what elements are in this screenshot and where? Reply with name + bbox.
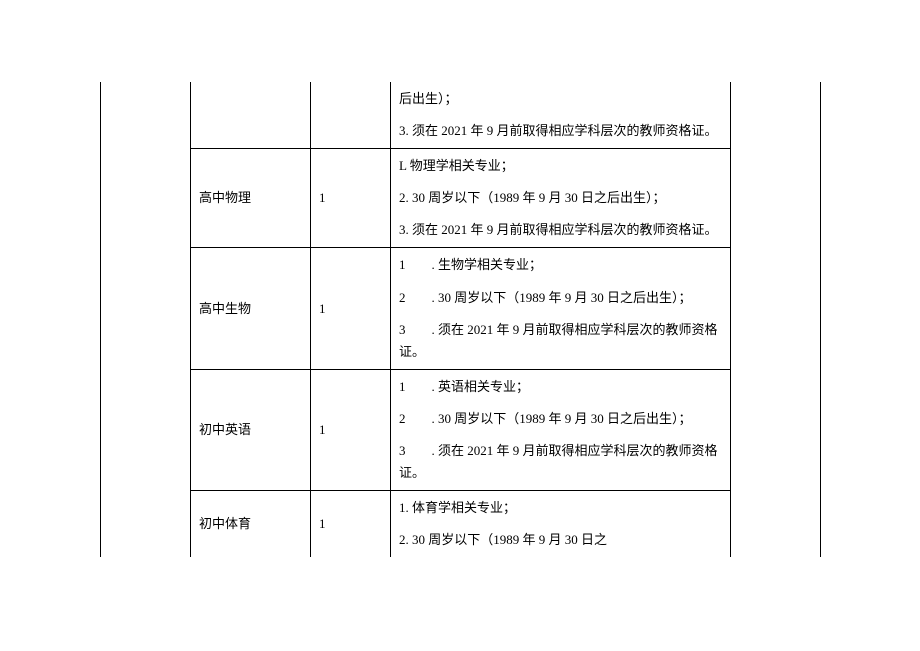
requirement-line: 3 . 须在 2021 年 9 月前取得相应学科层次的教师资格证。 [399,440,722,484]
cell-note [731,82,821,557]
table-row: 高中物理 1 L 物理学相关专业； 2. 30 周岁以下（1989 年 9 月 … [101,149,821,248]
requirement-line: 后出生）； [399,88,722,110]
cell-subject: 高中生物 [191,248,311,369]
requirement-line: 2 . 30 周岁以下（1989 年 9 月 30 日之后出生）； [399,408,722,430]
document-page: 后出生）； 3. 须在 2021 年 9 月前取得相应学科层次的教师资格证。 高… [100,82,820,557]
requirement-line: 3. 须在 2021 年 9 月前取得相应学科层次的教师资格证。 [399,219,722,241]
cell-count [311,82,391,149]
table-row: 后出生）； 3. 须在 2021 年 9 月前取得相应学科层次的教师资格证。 [101,82,821,149]
cell-subject: 高中物理 [191,149,311,248]
cell-requirements: L 物理学相关专业； 2. 30 周岁以下（1989 年 9 月 30 日之后出… [391,149,731,248]
requirement-line: 1. 体育学相关专业； [399,497,722,519]
cell-category [101,82,191,557]
cell-count: 1 [311,369,391,490]
table-row: 初中体育 1 1. 体育学相关专业； 2. 30 周岁以下（1989 年 9 月… [101,491,821,558]
requirement-line: 2 . 30 周岁以下（1989 年 9 月 30 日之后出生）； [399,287,722,309]
table-row: 高中生物 1 1 . 生物学相关专业； 2 . 30 周岁以下（1989 年 9… [101,248,821,369]
requirement-line: 2. 30 周岁以下（1989 年 9 月 30 日之 [399,529,722,551]
cell-count: 1 [311,491,391,558]
requirement-line: 1 . 英语相关专业； [399,376,722,398]
cell-requirements: 1 . 英语相关专业； 2 . 30 周岁以下（1989 年 9 月 30 日之… [391,369,731,490]
requirement-line: 2. 30 周岁以下（1989 年 9 月 30 日之后出生）； [399,187,722,209]
cell-count: 1 [311,248,391,369]
requirement-line: L 物理学相关专业； [399,155,722,177]
cell-requirements: 1. 体育学相关专业； 2. 30 周岁以下（1989 年 9 月 30 日之 [391,491,731,558]
cell-requirements: 后出生）； 3. 须在 2021 年 9 月前取得相应学科层次的教师资格证。 [391,82,731,149]
requirement-line: 3 . 须在 2021 年 9 月前取得相应学科层次的教师资格证。 [399,319,722,363]
cell-requirements: 1 . 生物学相关专业； 2 . 30 周岁以下（1989 年 9 月 30 日… [391,248,731,369]
cell-subject: 初中英语 [191,369,311,490]
cell-subject: 初中体育 [191,491,311,558]
requirement-line: 1 . 生物学相关专业； [399,254,722,276]
requirement-line: 3. 须在 2021 年 9 月前取得相应学科层次的教师资格证。 [399,120,722,142]
cell-subject [191,82,311,149]
table-row: 初中英语 1 1 . 英语相关专业； 2 . 30 周岁以下（1989 年 9 … [101,369,821,490]
cell-count: 1 [311,149,391,248]
recruitment-table: 后出生）； 3. 须在 2021 年 9 月前取得相应学科层次的教师资格证。 高… [100,82,821,557]
